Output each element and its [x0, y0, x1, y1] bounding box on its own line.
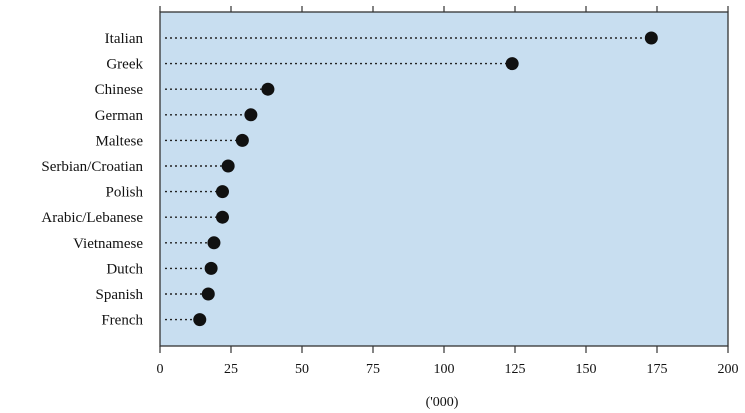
data-point — [221, 159, 235, 173]
data-point — [261, 82, 275, 96]
category-label: Serbian/Croatian — [41, 159, 143, 175]
data-point — [207, 236, 221, 250]
data-point — [244, 108, 258, 122]
category-label: Spanish — [95, 287, 143, 303]
category-label: Maltese — [96, 133, 144, 149]
data-point — [215, 185, 229, 199]
x-tick-label: 100 — [434, 362, 455, 377]
category-label: Dutch — [106, 261, 143, 277]
x-axis-ticks — [159, 6, 729, 353]
category-label: Polish — [105, 185, 143, 201]
category-label: Chinese — [95, 82, 144, 98]
category-label: Greek — [106, 57, 143, 73]
plot-area — [159, 11, 729, 347]
data-point — [201, 287, 215, 301]
data-points — [193, 31, 658, 327]
x-axis-unit-label: ('000) — [426, 395, 459, 410]
data-point — [235, 133, 249, 147]
category-label: Italian — [105, 31, 144, 47]
x-tick-label: 75 — [366, 362, 380, 377]
data-point — [644, 31, 658, 45]
data-point — [505, 57, 519, 71]
category-labels: Italian Greek Chinese German Maltese Serbian/… — [41, 31, 143, 329]
data-point — [193, 313, 207, 327]
x-tick-label: 175 — [647, 362, 668, 377]
data-point — [215, 210, 229, 224]
category-label: German — [95, 108, 144, 124]
x-tick-label: 125 — [505, 362, 526, 377]
x-tick-labels: 0 25 50 75 100 125 150 175 200 — [157, 362, 739, 377]
data-point — [204, 261, 218, 275]
category-label: Vietnamese — [73, 236, 143, 252]
x-tick-label: 0 — [157, 362, 164, 377]
x-tick-label: 200 — [718, 362, 739, 377]
category-label: Arabic/Lebanese — [41, 210, 143, 226]
category-label: French — [101, 313, 143, 329]
x-tick-label: 25 — [224, 362, 238, 377]
x-tick-label: 50 — [295, 362, 309, 377]
x-tick-label: 150 — [576, 362, 597, 377]
leader-lines — [165, 37, 652, 321]
